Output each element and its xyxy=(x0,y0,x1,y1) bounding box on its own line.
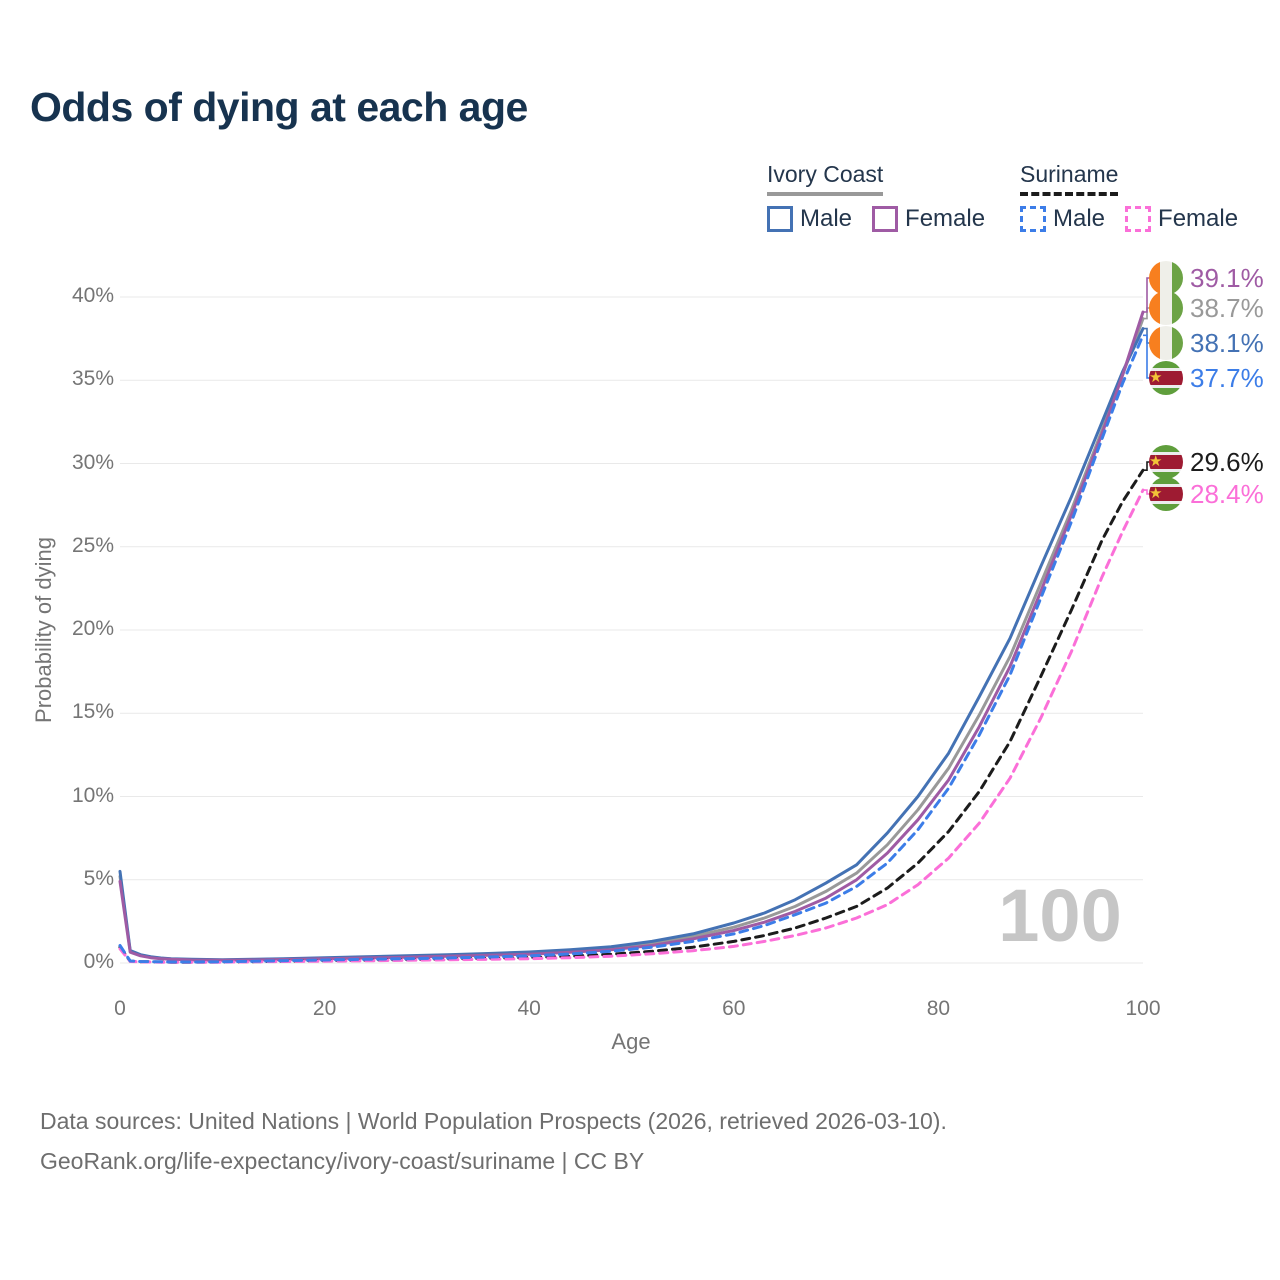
x-axis-tick-label: 60 xyxy=(722,997,746,1020)
legend-swatch-suriname-male[interactable] xyxy=(1020,206,1046,232)
y-axis-tick-label: 35% xyxy=(71,367,114,391)
legend-swatch-suriname-female[interactable] xyxy=(1125,206,1152,232)
legend-group-ivory-coast: Ivory Coast Male Female xyxy=(767,161,1005,233)
series-end-label-sur_total: ★ 29.6% xyxy=(1149,445,1264,479)
y-axis-tick-label: 30% xyxy=(71,450,114,474)
suriname-flag-icon: ★ xyxy=(1149,477,1183,511)
page-title: Odds of dying at each age xyxy=(30,84,528,130)
legend-label-suriname-male[interactable]: Male xyxy=(1053,205,1106,232)
series-end-value: 28.4% xyxy=(1190,478,1264,509)
series-end-label-sur_female: ★ 28.4% xyxy=(1149,477,1264,511)
y-axis-tick-label: 15% xyxy=(71,700,114,724)
legend-title-suriname: Suriname xyxy=(1020,161,1119,196)
suriname-star-icon: ★ xyxy=(1149,367,1163,386)
y-axis-tick-label: 25% xyxy=(71,533,114,557)
series-line-sur_male[interactable] xyxy=(118,333,1145,964)
series-end-value: 29.6% xyxy=(1190,446,1264,477)
y-axis-tick-label: 10% xyxy=(71,783,114,807)
y-axis-tick-label: 0% xyxy=(83,950,114,973)
y-axis-tick-label: 5% xyxy=(83,866,114,890)
legend-label-ivory-coast-female[interactable]: Female xyxy=(905,205,986,232)
series-end-label-ic_total: 38.7% xyxy=(1149,291,1264,325)
x-axis-tick-label: 20 xyxy=(312,997,337,1020)
suriname-star-icon: ★ xyxy=(1149,451,1163,470)
x-axis-tick-label: 0 xyxy=(114,997,126,1020)
series-end-label-ic_female: 39.1% xyxy=(1149,261,1264,295)
x-axis-tick-label: 100 xyxy=(1125,997,1161,1020)
series-line-ic_male[interactable] xyxy=(118,327,1145,962)
series-line-ic_female[interactable] xyxy=(118,310,1145,962)
legend-label-suriname-female[interactable]: Female xyxy=(1158,205,1239,232)
legend-group-suriname: Suriname Male Female xyxy=(1020,161,1258,233)
x-axis-tick-label: 40 xyxy=(517,997,541,1020)
legend-swatch-ivory-coast-male[interactable] xyxy=(767,206,793,232)
legend-row-ivory-coast: Male Female xyxy=(767,205,1005,233)
legend-row-suriname: Male Female xyxy=(1020,205,1258,233)
suriname-flag-icon: ★ xyxy=(1149,361,1183,395)
ivory-coast-flag-icon xyxy=(1149,291,1183,325)
series-end-value: 37.7% xyxy=(1190,362,1264,393)
series-end-label-sur_male: ★ 37.7% xyxy=(1149,361,1264,395)
series-end-value: 39.1% xyxy=(1190,262,1264,293)
y-axis-tick-label: 40% xyxy=(71,284,114,307)
y-axis-title: Probability of dying xyxy=(31,537,56,723)
y-axis-tick-label: 20% xyxy=(71,617,114,640)
series-line-sur_female[interactable] xyxy=(118,488,1145,964)
x-axis-tick-label: 80 xyxy=(926,997,951,1020)
series-end-value: 38.1% xyxy=(1190,327,1264,358)
legend-swatch-ivory-coast-female[interactable] xyxy=(872,206,899,232)
suriname-flag-icon: ★ xyxy=(1149,445,1183,479)
x-axis-title: Age xyxy=(611,1029,651,1054)
series-end-label-ic_male: 38.1% xyxy=(1149,326,1264,360)
suriname-star-icon: ★ xyxy=(1149,483,1163,502)
data-source-line: Data sources: United Nations | World Pop… xyxy=(40,1108,947,1134)
legend-title-ivory-coast: Ivory Coast xyxy=(767,161,884,196)
series-end-value: 38.7% xyxy=(1190,292,1264,323)
ivory-coast-flag-icon xyxy=(1149,261,1183,295)
legend-label-ivory-coast-male[interactable]: Male xyxy=(800,205,853,232)
series-line-ic_total[interactable] xyxy=(118,317,1145,962)
attribution-line: GeoRank.org/life-expectancy/ivory-coast/… xyxy=(40,1148,645,1174)
ivory-coast-flag-icon xyxy=(1149,326,1183,360)
hover-age-watermark: 100 xyxy=(998,874,1121,957)
